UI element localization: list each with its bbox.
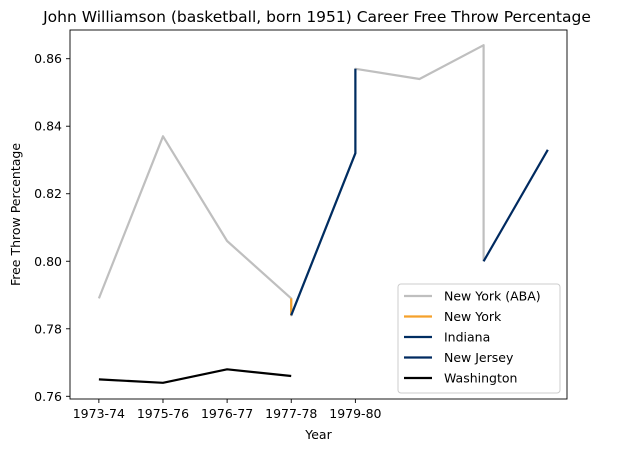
y-axis-label: Free Throw Percentage [8,143,23,286]
series-line-3 [482,149,549,262]
legend-entry: New York [444,309,502,324]
legend-entry: Indiana [444,330,490,345]
legend-entry: New Jersey [444,350,514,365]
legend-entry: Washington [444,371,517,386]
x-tick-label: 1975-76 [137,406,189,421]
y-tick-label: 0.82 [34,186,62,201]
x-tick-label: 1979-80 [329,406,381,421]
legend-box [397,283,561,394]
y-tick-label: 0.76 [34,389,62,404]
y-tick-label: 0.78 [34,321,62,336]
y-axis: 0.76 0.78 0.80 0.82 0.84 0.86 [34,51,70,404]
x-tick-label: 1973-74 [73,406,125,421]
x-tick-label: 1977-78 [265,406,317,421]
y-tick-label: 0.80 [34,254,62,269]
y-tick-label: 0.86 [34,51,62,66]
series-line-4 [98,368,292,384]
legend-entry: New York (ABA) [444,289,541,304]
series-line-2 [290,68,357,316]
x-axis-label: Year [304,427,332,442]
x-axis: 1973-74 1975-76 1976-77 1977-78 1979-80 [73,399,382,421]
plot-frame [69,29,568,400]
legend: New York (ABA) New York Indiana New Jersey W… [397,283,561,394]
x-tick-label: 1976-77 [201,406,253,421]
y-tick-label: 0.84 [34,119,62,134]
plot-area [97,44,549,384]
series-line-0 [97,44,485,317]
chart-title: John Williamson (basketball, born 1951) … [42,8,591,26]
